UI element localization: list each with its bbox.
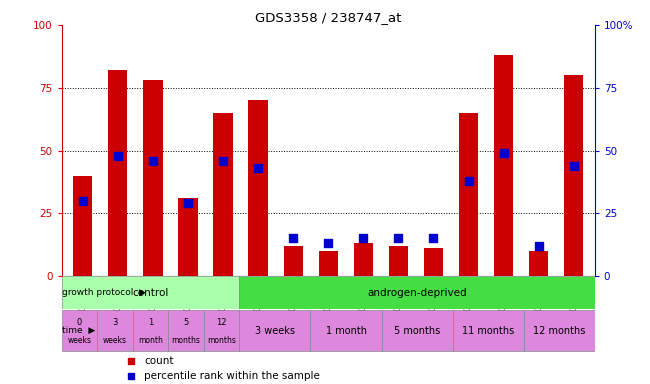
Point <box>288 235 298 242</box>
Bar <box>62 276 239 309</box>
Point <box>183 200 193 206</box>
Point <box>218 157 228 164</box>
Point <box>393 235 404 242</box>
Point <box>463 178 474 184</box>
Text: androgen-deprived: androgen-deprived <box>367 288 467 298</box>
Point <box>323 240 333 247</box>
Text: count: count <box>144 356 174 366</box>
Text: 1 month: 1 month <box>326 326 367 336</box>
Bar <box>452 310 524 351</box>
Bar <box>62 310 98 351</box>
Point <box>499 150 509 156</box>
Text: 3: 3 <box>112 318 118 328</box>
Text: 12: 12 <box>216 318 227 328</box>
Bar <box>389 246 408 276</box>
Bar <box>98 310 133 351</box>
Bar <box>239 276 595 309</box>
Bar <box>382 310 452 351</box>
Bar <box>459 113 478 276</box>
Text: months: months <box>207 336 236 345</box>
Bar <box>248 100 268 276</box>
Text: 5: 5 <box>183 318 188 328</box>
Text: months: months <box>172 336 201 345</box>
Text: 12 months: 12 months <box>533 326 586 336</box>
Text: 3 weeks: 3 weeks <box>255 326 295 336</box>
Bar <box>143 80 162 276</box>
Point <box>77 198 88 204</box>
Point <box>428 235 439 242</box>
Bar <box>133 310 168 351</box>
Bar <box>494 55 514 276</box>
Text: 0: 0 <box>77 318 82 328</box>
Text: 1: 1 <box>148 318 153 328</box>
Bar <box>524 310 595 351</box>
Bar <box>354 243 373 276</box>
Bar <box>108 70 127 276</box>
Text: control: control <box>133 288 169 298</box>
Point <box>534 243 544 249</box>
Point <box>358 235 369 242</box>
Text: percentile rank within the sample: percentile rank within the sample <box>144 371 320 381</box>
Text: time  ▶: time ▶ <box>62 326 95 335</box>
Bar <box>213 113 233 276</box>
Text: month: month <box>138 336 163 345</box>
Bar <box>529 251 549 276</box>
Bar <box>318 251 338 276</box>
Text: 5 months: 5 months <box>394 326 440 336</box>
Point <box>112 152 123 159</box>
Bar <box>424 248 443 276</box>
Bar <box>204 310 239 351</box>
Bar <box>564 75 583 276</box>
Point <box>253 165 263 171</box>
Bar <box>178 198 198 276</box>
Text: weeks: weeks <box>68 336 92 345</box>
Text: 11 months: 11 months <box>462 326 514 336</box>
Point <box>148 157 158 164</box>
Bar <box>283 246 303 276</box>
Bar <box>73 175 92 276</box>
Text: growth protocol  ▶: growth protocol ▶ <box>62 288 146 297</box>
Point <box>569 162 579 169</box>
Title: GDS3358 / 238747_at: GDS3358 / 238747_at <box>255 11 402 24</box>
Bar <box>168 310 204 351</box>
Text: weeks: weeks <box>103 336 127 345</box>
Bar <box>311 310 382 351</box>
Bar <box>239 310 311 351</box>
